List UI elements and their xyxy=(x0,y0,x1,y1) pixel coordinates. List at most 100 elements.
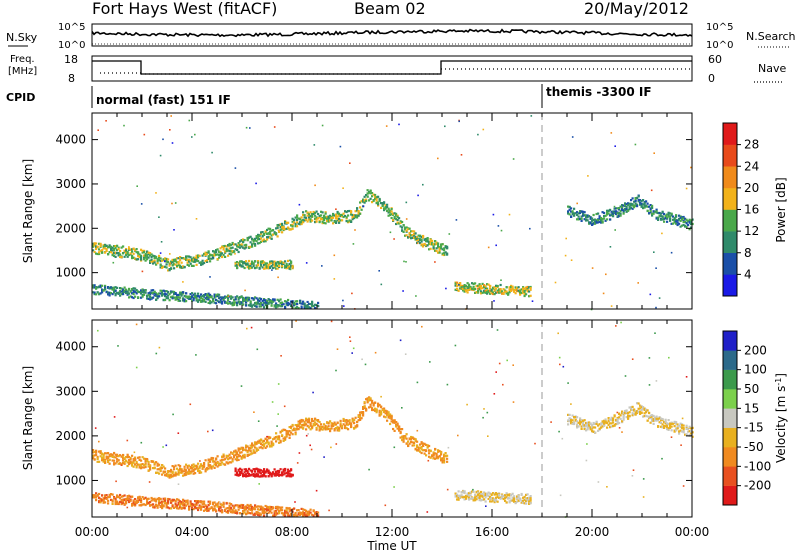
heatmap-cell xyxy=(242,506,245,510)
heatmap-cell xyxy=(610,422,613,425)
heatmap-cell xyxy=(236,452,239,455)
heatmap-cell xyxy=(294,224,297,227)
heatmap-cell xyxy=(239,512,242,515)
heatmap-cell xyxy=(347,423,350,426)
heatmap-cell xyxy=(263,267,266,270)
heatmap-cell xyxy=(613,415,616,418)
heatmap-cell xyxy=(616,418,619,421)
heatmap-cell xyxy=(225,502,228,505)
heatmap-cell xyxy=(362,407,365,410)
heatmap-cell xyxy=(177,262,180,265)
heatmap-cell xyxy=(336,217,339,221)
heatmap-cell xyxy=(285,267,288,270)
heatmap-cell xyxy=(219,250,222,253)
heatmap-cell xyxy=(410,438,413,441)
heatmap-cell xyxy=(323,423,326,426)
heatmap-cell xyxy=(257,263,260,267)
heatmap-cell xyxy=(350,423,353,427)
heatmap-cell xyxy=(272,514,275,517)
heatmap-cell xyxy=(399,430,402,434)
heatmap-cell xyxy=(311,219,314,222)
heatmap-cell xyxy=(131,502,134,505)
heatmap-cell xyxy=(383,209,386,212)
heatmap-cell xyxy=(113,463,116,466)
heatmap-cell xyxy=(254,451,257,454)
heatmap-cell xyxy=(688,425,691,428)
heatmap-cell xyxy=(254,443,257,446)
heatmap-cell xyxy=(362,414,365,417)
heatmap-cell xyxy=(291,220,294,223)
heatmap-cell xyxy=(288,426,291,429)
power-colorbar-label: Power [dB] xyxy=(774,177,788,242)
heatmap-cell xyxy=(128,292,131,295)
heatmap-cell xyxy=(207,430,209,433)
heatmap-cell xyxy=(243,471,246,474)
heatmap-cell xyxy=(242,446,245,449)
heatmap-cell xyxy=(206,252,209,255)
heatmap-cell xyxy=(236,455,239,458)
heatmap-cell xyxy=(290,431,293,434)
heatmap-cell xyxy=(410,230,413,233)
heatmap-cell xyxy=(663,425,666,428)
heatmap-cell xyxy=(411,234,414,237)
heatmap-cell xyxy=(282,439,285,442)
heatmap-cell xyxy=(132,499,135,502)
heatmap-cell xyxy=(567,382,569,384)
heatmap-cell xyxy=(368,396,371,399)
heatmap-cell xyxy=(291,510,294,513)
heatmap-cell xyxy=(159,289,162,292)
heatmap-cell xyxy=(484,290,487,293)
heatmap-cell xyxy=(149,261,152,264)
heatmap-cell xyxy=(236,248,239,251)
heatmap-cell xyxy=(288,514,291,517)
heatmap-cell xyxy=(684,224,687,228)
heatmap-cell xyxy=(102,244,105,247)
heatmap-cell xyxy=(333,421,336,424)
heatmap-cell xyxy=(98,252,101,256)
heatmap-cell xyxy=(330,219,333,222)
heatmap-cell xyxy=(526,287,529,291)
heatmap-cell xyxy=(101,456,104,459)
heatmap-cell xyxy=(681,426,684,429)
heatmap-cell xyxy=(116,494,119,497)
heatmap-cell xyxy=(188,295,191,298)
heatmap-cell xyxy=(474,282,477,285)
heatmap-cell xyxy=(588,221,591,224)
heatmap-cell xyxy=(369,189,372,192)
heatmap-cell xyxy=(303,421,306,424)
heatmap-cell xyxy=(94,427,97,429)
heatmap-cell xyxy=(237,506,240,509)
heatmap-cell xyxy=(435,242,438,246)
heatmap-cell xyxy=(678,430,681,433)
heatmap-cell xyxy=(507,293,510,296)
heatmap-cell xyxy=(255,266,258,269)
heatmap-cell xyxy=(308,213,311,216)
heatmap-cell xyxy=(589,222,592,225)
heatmap-cell xyxy=(171,465,174,468)
heatmap-cell xyxy=(261,261,264,265)
heatmap-cell xyxy=(441,243,444,246)
heatmap-cell xyxy=(126,456,129,459)
heatmap-cell xyxy=(227,299,230,302)
heatmap-cell xyxy=(179,500,182,503)
heatmap-cell xyxy=(153,259,156,262)
heatmap-cell xyxy=(643,202,646,205)
heatmap-cell xyxy=(98,248,101,251)
heatmap-cell xyxy=(483,289,486,292)
heatmap-cell xyxy=(637,402,640,405)
heatmap-cell xyxy=(591,427,594,430)
heatmap-cell xyxy=(135,258,138,261)
heatmap-cell xyxy=(149,464,152,467)
heatmap-cell xyxy=(239,303,242,306)
heatmap-cell xyxy=(616,207,619,210)
heatmap-cell xyxy=(646,205,649,208)
heatmap-cell xyxy=(270,475,273,478)
heatmap-cell xyxy=(191,464,194,467)
heatmap-cell xyxy=(182,257,185,260)
heatmap-cell xyxy=(249,469,252,472)
heatmap-cell xyxy=(663,220,666,223)
heatmap-cell xyxy=(282,470,285,473)
heatmap-cell xyxy=(666,220,669,223)
heatmap-cell xyxy=(395,222,398,226)
heatmap-cell xyxy=(216,505,219,508)
